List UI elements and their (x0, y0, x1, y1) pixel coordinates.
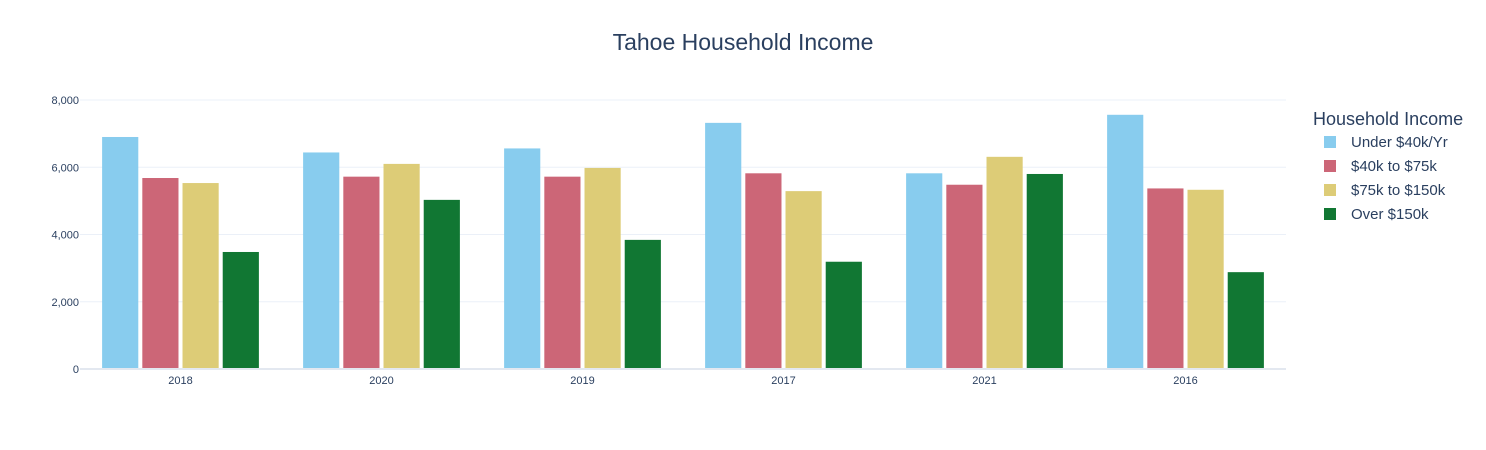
x-tick-label: 2020 (369, 375, 393, 387)
bar-2017-1[interactable] (705, 122, 742, 370)
legend-label: $75k to $150k (1351, 182, 1446, 199)
bar-2016-2[interactable] (1147, 188, 1184, 369)
legend-swatch (1324, 208, 1336, 220)
chart-title: Tahoe Household Income (613, 29, 874, 55)
grid-lines (80, 99, 1286, 303)
bar-2019-4[interactable] (624, 239, 661, 369)
legend-item[interactable]: $75k to $150k (1324, 182, 1446, 199)
y-tick-label: 2,000 (51, 297, 79, 309)
bar-2020-3[interactable] (383, 163, 420, 369)
legend-label: Over $150k (1351, 206, 1429, 223)
legend-swatch (1324, 160, 1336, 172)
bar-2021-2[interactable] (946, 184, 983, 369)
bar-2020-2[interactable] (343, 176, 380, 369)
legend-swatch (1324, 184, 1336, 196)
legend-item[interactable]: Under $40k/Yr (1324, 134, 1448, 151)
legend-label: $40k to $75k (1351, 158, 1437, 175)
bar-2021-1[interactable] (906, 173, 943, 369)
legend[interactable]: Household Income Under $40k/Yr $40k to $7… (1313, 109, 1463, 223)
bar-2017-4[interactable] (825, 261, 862, 369)
bar-2016-4[interactable] (1227, 272, 1264, 369)
bar-2016-3[interactable] (1187, 189, 1224, 369)
bar-2019-2[interactable] (544, 176, 581, 369)
bar-2016-1[interactable] (1107, 114, 1144, 369)
bar-2019-3[interactable] (584, 167, 621, 369)
y-tick-label: 0 (73, 364, 79, 376)
x-tick-label: 2018 (168, 375, 192, 387)
y-tick-label: 4,000 (51, 230, 79, 242)
bar-2017-2[interactable] (745, 173, 782, 369)
legend-label: Under $40k/Yr (1351, 134, 1448, 151)
y-tick-label: 6,000 (51, 162, 79, 174)
x-tick-label: 2019 (570, 375, 594, 387)
legend-title: Household Income (1313, 109, 1463, 129)
bar-2021-4[interactable] (1026, 173, 1063, 369)
bar-2020-4[interactable] (423, 199, 460, 369)
x-tick-label: 2017 (771, 375, 795, 387)
bars[interactable] (102, 114, 1264, 370)
y-tick-label: 8,000 (51, 95, 79, 107)
bar-2021-3[interactable] (986, 156, 1023, 369)
bar-2018-4[interactable] (222, 251, 259, 369)
bar-2018-3[interactable] (182, 183, 219, 369)
bar-2018-2[interactable] (142, 178, 179, 369)
legend-item[interactable]: $40k to $75k (1324, 158, 1437, 175)
legend-swatch (1324, 136, 1336, 148)
bar-2017-3[interactable] (785, 191, 822, 369)
x-tick-label: 2016 (1173, 375, 1197, 387)
bar-2018-1[interactable] (102, 136, 139, 369)
x-tick-label: 2021 (972, 375, 996, 387)
bar-2019-1[interactable] (504, 148, 541, 369)
legend-item[interactable]: Over $150k (1324, 206, 1429, 223)
axes: 0 2,000 4,000 6,000 8,000 2018 2020 2019 2017 202… (51, 95, 1286, 387)
bar-2020-1[interactable] (303, 152, 340, 369)
